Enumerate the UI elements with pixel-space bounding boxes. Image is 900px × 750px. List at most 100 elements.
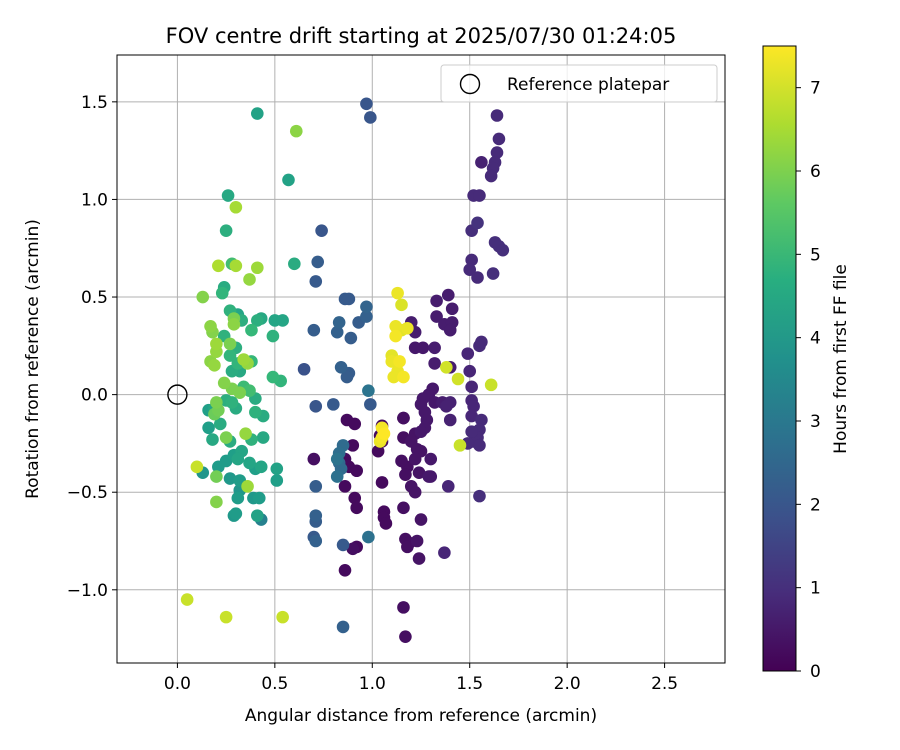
- data-point: [307, 452, 321, 466]
- colorbar-tick-label: 1: [810, 579, 821, 599]
- data-point: [350, 501, 363, 515]
- data-point: [309, 534, 323, 548]
- data-point: [243, 273, 256, 286]
- data-point: [270, 474, 284, 487]
- data-point: [461, 347, 475, 360]
- y-tick-label: 0.5: [81, 288, 108, 308]
- data-point: [221, 189, 235, 202]
- data-point: [307, 323, 321, 337]
- data-point: [364, 111, 377, 124]
- data-point: [490, 109, 504, 122]
- data-point: [346, 439, 360, 452]
- data-point: [424, 470, 438, 483]
- data-point: [360, 300, 373, 314]
- data-point: [412, 552, 426, 565]
- plot-frame: [116, 54, 726, 664]
- x-tick-label: 2.5: [651, 674, 678, 694]
- x-tick-label: 2.0: [554, 674, 581, 694]
- data-point: [387, 370, 401, 384]
- y-tick-label: 1.0: [81, 190, 108, 210]
- data-point: [428, 341, 441, 355]
- data-point: [465, 253, 478, 267]
- data-point: [245, 323, 258, 337]
- data-point: [309, 509, 323, 522]
- data-point: [492, 132, 506, 146]
- data-point: [399, 468, 412, 481]
- data-point: [254, 460, 268, 474]
- colorbar-tick-label: 7: [810, 79, 821, 99]
- data-point: [330, 452, 344, 466]
- data-point: [212, 460, 225, 474]
- data-point: [441, 288, 455, 302]
- x-tick-label: 1.0: [359, 674, 386, 694]
- legend-reference-marker: [459, 73, 481, 95]
- data-point: [379, 517, 393, 530]
- data-point: [289, 124, 303, 138]
- colorbar-label: Hours from first FF file: [831, 264, 851, 454]
- y-tick-label: 0.0: [81, 386, 108, 406]
- data-point: [371, 444, 385, 458]
- data-point: [196, 290, 210, 304]
- data-point: [463, 364, 477, 378]
- colorbar-tick-label: 4: [810, 329, 821, 349]
- data-point: [297, 362, 311, 376]
- data-point: [397, 411, 410, 425]
- y-tick-label: 1.5: [81, 93, 108, 113]
- data-point: [471, 271, 484, 284]
- x-axis-label: Angular distance from reference (arcmin): [245, 706, 597, 726]
- data-point: [249, 405, 262, 419]
- x-axis-ticks: 0.0 0.5 1.0 1.5 2.0 2.5: [164, 663, 678, 694]
- data-point: [408, 485, 422, 499]
- data-point: [330, 470, 344, 483]
- colorbar-tick-label: 3: [810, 412, 821, 432]
- data-point: [239, 427, 252, 440]
- colorbar-tick-label: 2: [810, 495, 821, 515]
- data-point: [215, 286, 229, 300]
- data-point: [213, 417, 227, 431]
- data-point: [227, 318, 241, 331]
- data-point: [389, 320, 402, 333]
- data-point: [338, 480, 352, 493]
- data-point: [408, 452, 422, 466]
- chart-title: FOV centre drift starting at 2025/07/30 …: [166, 24, 677, 48]
- data-point: [332, 316, 346, 329]
- x-tick-label: 0.5: [261, 674, 288, 694]
- data-point: [428, 357, 441, 370]
- data-point: [377, 427, 391, 440]
- data-point: [410, 534, 424, 548]
- y-tick-label: −1.0: [67, 581, 108, 601]
- data-point: [204, 320, 217, 333]
- data-point: [473, 189, 486, 202]
- colorbar-tick-label: 6: [810, 162, 821, 182]
- colorbar-ticks: 0 1 2 3 4 5 6 7: [796, 79, 821, 682]
- data-point: [496, 243, 510, 257]
- data-point: [202, 421, 215, 435]
- data-point: [467, 400, 480, 413]
- colorbar-tick-label: 5: [810, 245, 821, 265]
- data-point: [241, 480, 254, 493]
- data-point: [282, 173, 295, 187]
- data-point: [206, 433, 219, 446]
- data-point: [338, 563, 352, 577]
- data-point: [212, 259, 225, 273]
- data-point: [430, 294, 443, 308]
- data-point: [412, 466, 426, 479]
- data-point: [473, 489, 486, 503]
- data-point: [397, 501, 410, 515]
- data-point: [231, 491, 245, 505]
- data-point: [484, 169, 498, 183]
- data-point: [395, 298, 408, 312]
- data-point: [219, 610, 233, 624]
- data-point: [443, 413, 457, 427]
- data-point: [350, 464, 363, 478]
- y-tick-label: −0.5: [67, 483, 108, 503]
- data-point: [256, 431, 270, 444]
- data-point: [465, 409, 478, 423]
- data-point: [397, 601, 410, 614]
- data-point: [397, 370, 410, 384]
- data-point: [389, 329, 402, 343]
- data-point: [346, 542, 360, 556]
- data-point: [453, 439, 467, 452]
- data-point: [210, 495, 223, 509]
